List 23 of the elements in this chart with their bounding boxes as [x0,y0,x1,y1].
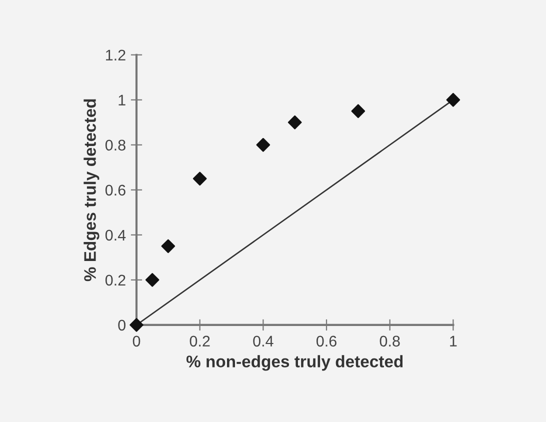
y-tick-label: 0.6 [105,184,126,196]
point [145,273,160,287]
point [288,115,302,130]
y-tick-label: 0.8 [105,140,126,151]
y-axis-title: % Edges truly detected [84,99,100,282]
point [446,92,460,107]
x-tick-label: 0 [132,336,140,347]
x-tick-label: 0.4 [253,336,274,347]
y-tick-label: 1.2 [106,50,126,60]
x-tick-label: 1 [450,336,457,346]
y-tick-label: 1 [118,94,126,106]
x-tick-label: 0.6 [316,336,336,347]
point [192,172,207,186]
x-axis-title: % non-edges truly detected [186,355,403,371]
x-tick-label: 0.8 [380,336,400,347]
x-tick-label: 0.2 [190,336,210,347]
point [256,138,270,152]
point [130,318,144,332]
y-tick-label: 0.4 [105,230,126,241]
point [161,239,176,254]
y-tick-label: 0.2 [105,274,126,286]
point [351,104,366,118]
y-tick-label: 0 [118,320,126,331]
